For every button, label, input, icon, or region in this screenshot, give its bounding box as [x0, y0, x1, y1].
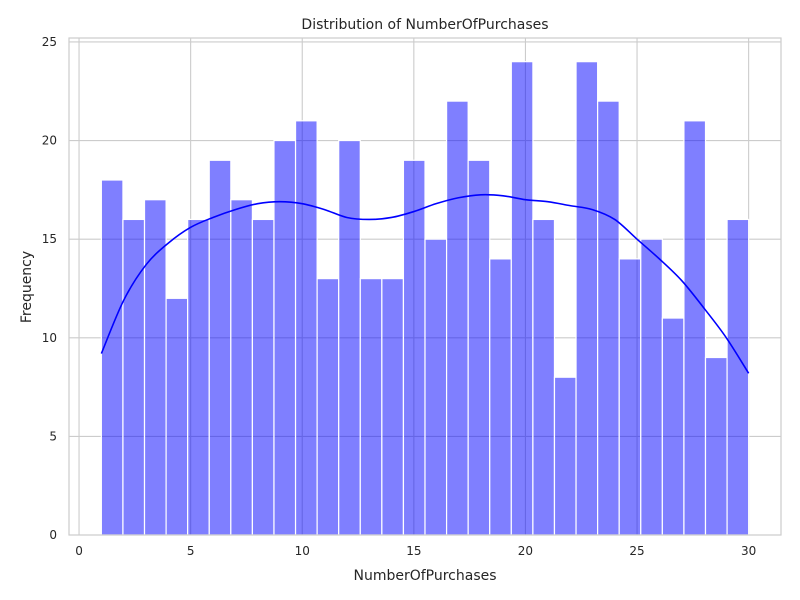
histogram-bar [230, 199, 253, 536]
histogram-bar [187, 218, 210, 536]
x-axis-label: NumberOfPurchases [353, 568, 496, 584]
histogram-bar [445, 100, 469, 536]
histogram-bar [165, 297, 189, 536]
y-tick-label: 15 [42, 232, 57, 246]
histogram-bar [510, 61, 534, 536]
histogram-bar [100, 179, 124, 536]
histogram-bar [402, 159, 426, 536]
histogram-bar [143, 199, 167, 536]
histogram-bar [683, 120, 707, 536]
x-tick-label: 5 [187, 544, 195, 558]
y-tick-labels: 0 5 10 15 20 25 [42, 35, 57, 542]
y-tick-label: 25 [42, 35, 57, 49]
kde-curve-group [100, 193, 750, 374]
y-tick-label: 10 [42, 331, 57, 345]
histogram-bar [726, 218, 750, 536]
histogram-bar [294, 120, 318, 536]
histogram-bar [532, 218, 556, 536]
x-tick-label: 10 [295, 544, 310, 558]
y-tick-label: 5 [49, 429, 57, 443]
histogram-bar [381, 278, 405, 536]
histogram-bar [575, 61, 599, 536]
y-tick-label: 0 [49, 528, 57, 542]
x-tick-label: 30 [741, 544, 756, 558]
kde-curve [100, 193, 750, 374]
histogram-bar [661, 317, 685, 536]
x-tick-label: 25 [629, 544, 644, 558]
y-tick-label: 20 [42, 134, 57, 148]
histogram-bar [208, 159, 232, 536]
x-tick-label: 20 [518, 544, 533, 558]
histogram-bar [424, 238, 448, 536]
histogram-bar [122, 218, 146, 536]
histogram-bar [338, 139, 361, 536]
histogram-bar [251, 218, 275, 536]
histogram-bars [100, 61, 750, 536]
x-tick-label: 15 [406, 544, 421, 558]
histogram-bar [704, 356, 728, 536]
x-tick-labels: 0 5 10 15 20 25 30 [75, 544, 756, 558]
histogram-bar [640, 238, 663, 536]
histogram-bar [359, 278, 383, 536]
histogram-bar [273, 139, 297, 536]
histogram-bar [489, 258, 512, 536]
histogram-bar [553, 376, 577, 536]
x-tick-label: 0 [75, 544, 83, 558]
plot-frame [68, 37, 782, 536]
y-axis-label: Frequency [19, 251, 35, 323]
histogram-bar [618, 258, 642, 536]
chart-title: Distribution of NumberOfPurchases [301, 17, 548, 33]
histogram-bar [597, 100, 620, 536]
histogram-bar [467, 159, 491, 536]
histogram-bar [316, 278, 340, 536]
